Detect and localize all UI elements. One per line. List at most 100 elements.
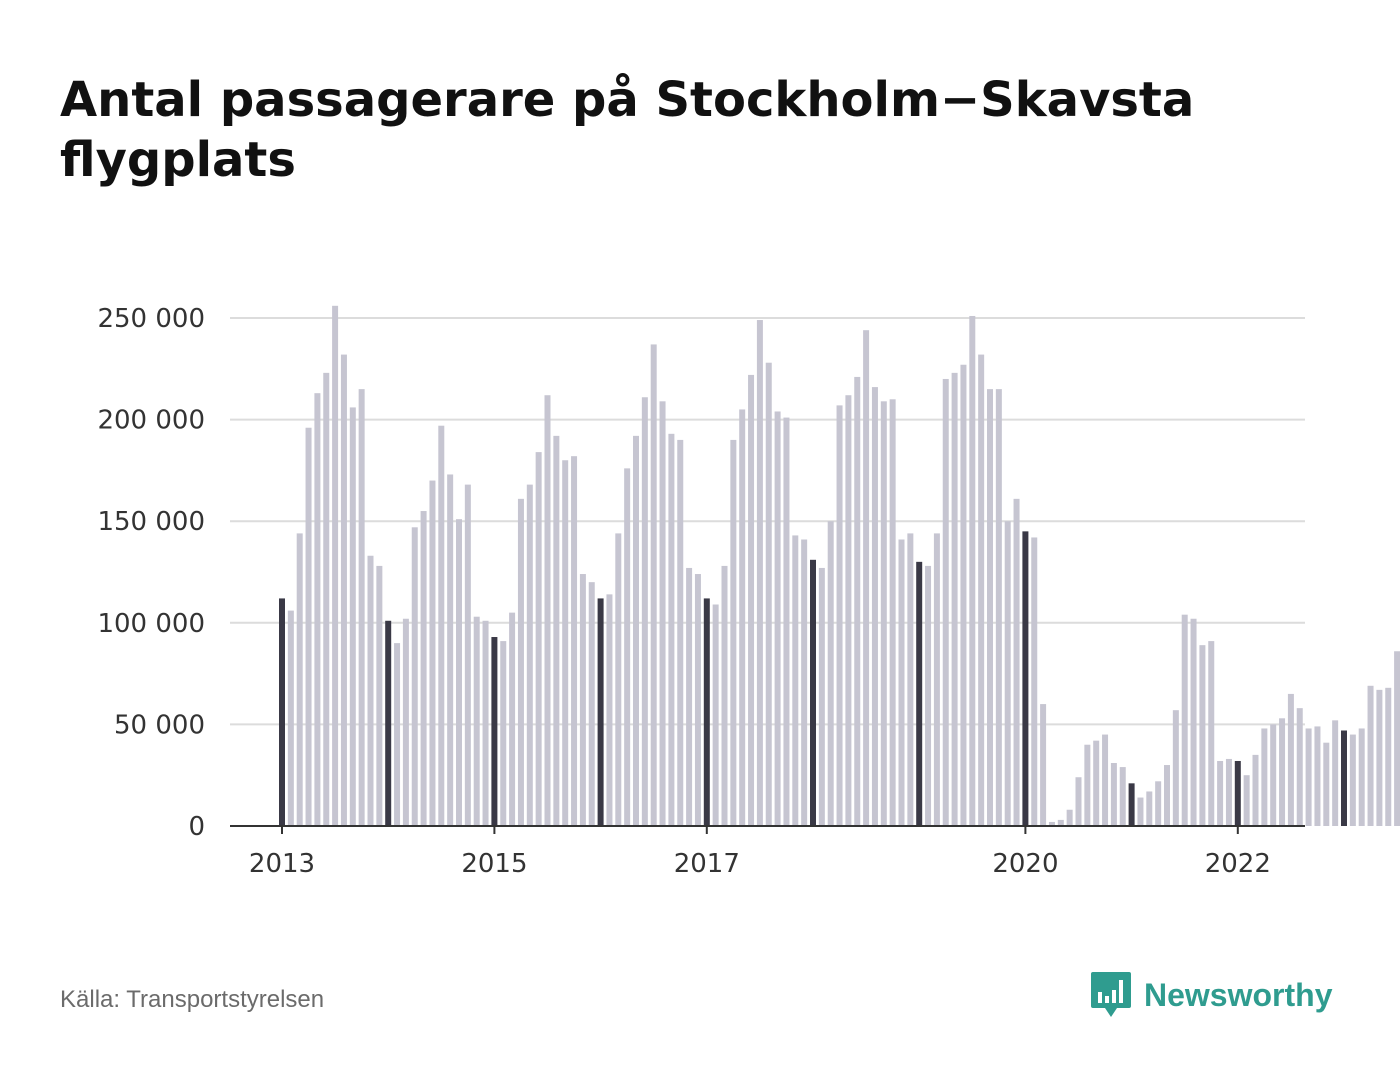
bar — [1243, 775, 1250, 826]
x-tick-label: 2020 — [992, 849, 1058, 879]
bar — [863, 330, 870, 826]
bar — [517, 498, 524, 826]
bar — [703, 598, 710, 826]
bar — [1305, 728, 1312, 826]
bar — [1279, 718, 1286, 826]
bar — [385, 620, 392, 826]
bar — [854, 376, 861, 826]
bar — [925, 565, 932, 826]
bar — [1004, 521, 1011, 826]
bar — [960, 364, 967, 826]
bar — [650, 344, 657, 826]
bar — [1217, 760, 1224, 826]
bar — [464, 484, 471, 826]
bar — [1013, 498, 1020, 826]
bar — [1146, 791, 1153, 826]
bar — [1057, 819, 1064, 826]
bar — [712, 604, 719, 826]
bar — [526, 484, 533, 826]
bar — [314, 393, 321, 826]
bar — [1119, 767, 1126, 826]
bar — [305, 427, 312, 826]
bar — [677, 439, 684, 826]
bar — [1172, 710, 1179, 826]
bar — [871, 387, 878, 826]
bar — [1075, 777, 1082, 826]
bar — [420, 511, 427, 826]
bar — [287, 610, 294, 826]
bar — [633, 435, 639, 826]
bar — [1341, 730, 1347, 826]
bar — [995, 389, 1002, 826]
bar — [686, 567, 693, 826]
bar — [987, 389, 993, 826]
bar — [606, 594, 613, 826]
bar — [783, 417, 790, 826]
bar — [721, 565, 728, 826]
bar — [562, 460, 569, 826]
bar — [1128, 783, 1135, 826]
bar — [1040, 704, 1047, 826]
bar — [845, 395, 852, 826]
bar — [801, 539, 808, 826]
x-tick-label: 2015 — [461, 849, 527, 879]
bar — [668, 433, 675, 826]
bar — [438, 425, 445, 826]
bar — [1332, 720, 1339, 826]
bar — [624, 468, 631, 826]
newsworthy-icon — [1091, 972, 1131, 1017]
bar — [402, 618, 409, 826]
bar — [1287, 693, 1294, 826]
brand-logo[interactable]: Newsworthy — [1090, 970, 1332, 1020]
bar — [500, 641, 507, 826]
bar — [1270, 724, 1277, 826]
y-tick-label: 250 000 — [97, 304, 205, 334]
bar — [571, 456, 578, 826]
bar — [1314, 726, 1321, 826]
bar — [1252, 754, 1259, 826]
bar — [1181, 614, 1188, 826]
bar — [1323, 742, 1330, 826]
bar — [447, 474, 454, 826]
bar — [889, 399, 896, 826]
bar — [588, 582, 595, 826]
bar — [367, 555, 374, 826]
bar — [1296, 708, 1303, 826]
bar — [1376, 689, 1383, 826]
bar — [898, 539, 905, 826]
bar — [827, 521, 834, 826]
bar — [394, 643, 401, 826]
bar — [597, 598, 604, 826]
bar — [1208, 641, 1215, 826]
bar — [1199, 645, 1206, 826]
x-tick-label: 2013 — [249, 849, 315, 879]
bar — [774, 411, 781, 826]
bar — [349, 407, 356, 826]
bar — [1110, 763, 1117, 826]
bar — [1102, 734, 1109, 826]
bar — [411, 527, 418, 826]
bar — [1225, 758, 1232, 826]
x-tick-label: 2022 — [1205, 849, 1271, 879]
bar — [482, 620, 489, 826]
bar — [765, 362, 772, 826]
bar — [1155, 781, 1162, 826]
bars — [279, 305, 1400, 826]
brand-name: Newsworthy — [1144, 976, 1333, 1013]
bar — [1261, 728, 1268, 826]
bar — [933, 533, 940, 826]
bar — [818, 567, 825, 826]
bar — [1093, 740, 1100, 826]
bar — [535, 452, 542, 826]
y-tick-label: 150 000 — [97, 507, 205, 537]
bar — [730, 439, 737, 826]
y-tick-label: 50 000 — [114, 710, 205, 740]
source-label: Källa: Transportstyrelsen — [60, 986, 325, 1013]
bar — [279, 598, 285, 826]
y-tick-label: 100 000 — [97, 609, 205, 639]
x-axis-labels: 201320152017202020222024 — [249, 826, 1271, 879]
bar — [836, 405, 843, 826]
bar — [756, 320, 763, 826]
bar — [332, 305, 339, 826]
bar — [296, 533, 303, 826]
